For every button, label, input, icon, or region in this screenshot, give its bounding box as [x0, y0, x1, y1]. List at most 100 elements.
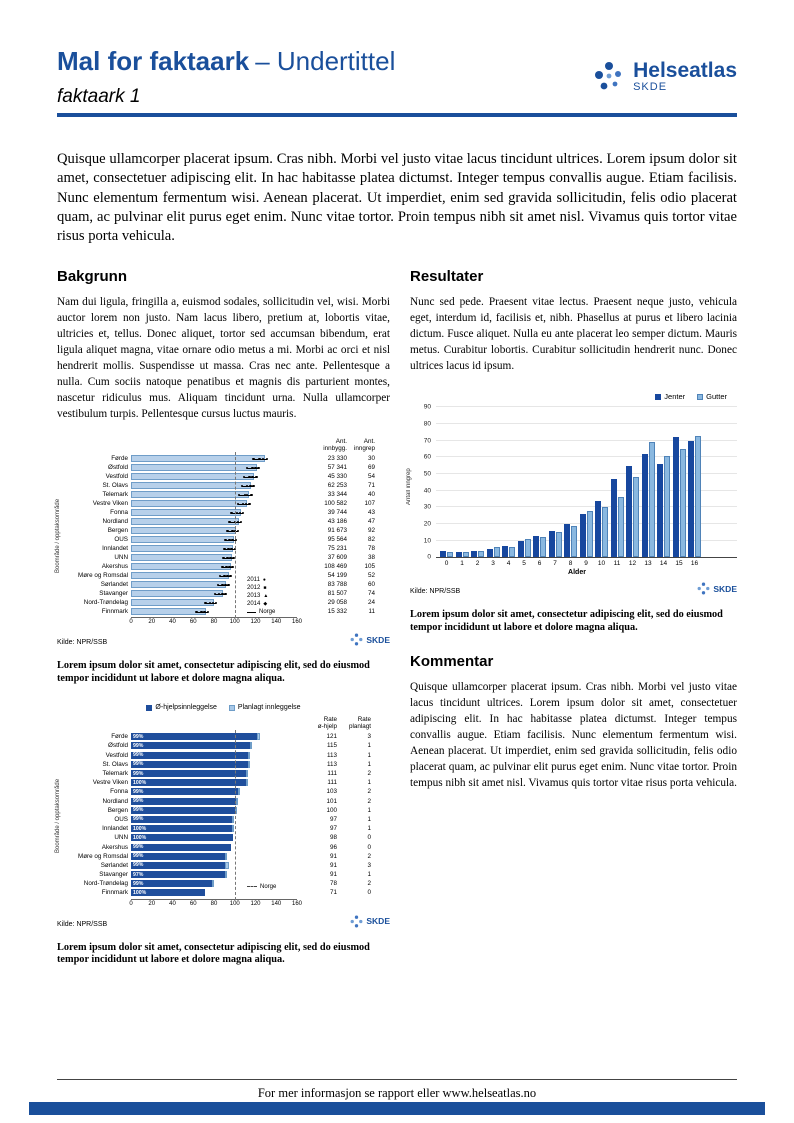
count-value: 71 [367, 482, 375, 490]
axis-tick-label: 160 [291, 619, 303, 626]
bar-area: 99% [131, 806, 297, 814]
category-label: Vestfold [105, 751, 128, 759]
rate-bar [131, 473, 255, 481]
gridline [436, 489, 737, 491]
jenter-bar [486, 548, 493, 558]
gutter-bar [571, 525, 577, 558]
category-label: Akershus [101, 563, 128, 571]
bar-area: 100% [131, 889, 297, 897]
year-marker [236, 502, 240, 506]
bakgrunn-body: Nam dui ligula, fringilla a, euismod sod… [57, 296, 390, 421]
year-marker [228, 565, 231, 569]
year-marker [221, 583, 224, 587]
chart-row: Østfold 57 341 69 [69, 463, 390, 472]
category-label: Telemark [102, 770, 128, 777]
bar-group [688, 407, 701, 558]
rate-acute-value: 111 [327, 779, 337, 787]
jenter-bar [595, 500, 601, 558]
acute-admission-bar: 100% [131, 779, 247, 787]
bar-area [131, 608, 297, 616]
x-tick-label: 2 [475, 560, 480, 568]
rate-planned-value: 0 [367, 889, 371, 897]
bar-area: 99% [131, 760, 297, 768]
axis-tick-label: 20 [148, 619, 156, 626]
bar-group [657, 407, 670, 558]
logo-name: Helseatlas [633, 59, 737, 83]
year-marker [252, 484, 255, 488]
chart1-x-axis-line [131, 617, 297, 619]
category-label: Møre og Romsdal [77, 852, 128, 860]
count-value: 43 [367, 509, 375, 517]
gridline [436, 456, 737, 458]
bar-area: 99% [131, 788, 297, 796]
acute-admission-bar: 99% [131, 880, 212, 888]
category-label: Vestre Viken [92, 779, 128, 787]
year-marker [224, 583, 227, 587]
bar-area: 99% [131, 742, 297, 750]
year-marker [255, 475, 258, 479]
axis-tick-label: 20 [148, 900, 156, 907]
bar-area [131, 536, 297, 544]
x-tick-label: 0 [444, 560, 449, 568]
year-marker [208, 601, 212, 605]
chart-row: Vestfold 45 330 54 [69, 472, 390, 481]
population-value: 29 058 [327, 599, 347, 607]
chart-row: Telemark 33 344 40 [69, 490, 390, 499]
count-value: 105 [364, 563, 375, 571]
axis-tick-label: 100 [229, 900, 240, 907]
count-value: 78 [367, 545, 375, 553]
bar-area [131, 563, 297, 571]
bar-area [131, 572, 297, 580]
count-value: 11 [368, 608, 375, 616]
gutter-bar [633, 477, 639, 558]
year-marker [203, 610, 206, 614]
y-tick-label: 30 [423, 503, 431, 511]
count-value: 82 [367, 536, 375, 544]
year-marker [236, 529, 240, 533]
legend-item: Gutter [697, 392, 727, 401]
legend-item: Planlagt innleggelse [228, 704, 301, 712]
acute-admission-bar: 100% [131, 834, 233, 842]
year-marker [223, 574, 226, 578]
skde-logo: SKDE [697, 582, 737, 595]
legend-swatch [228, 704, 235, 711]
x-tick-label: 9 [584, 560, 588, 568]
planned-admission-bar [250, 742, 253, 750]
chart-row: Nord-Trøndelag 99% 78 2 [69, 879, 390, 888]
skde-dots-icon [350, 633, 363, 646]
category-label: Nordland [102, 518, 128, 526]
population-value: 100 582 [324, 500, 347, 508]
intro-paragraph: Quisque ullamcorper placerat ipsum. Cras… [57, 151, 737, 244]
gutter-bar [679, 448, 686, 558]
x-tick-label: 14 [659, 560, 668, 568]
bar-group [626, 407, 639, 558]
column-header-inngrep: Ant. inngrep [353, 438, 375, 453]
legend-label: Planlagt innleggelse [237, 704, 301, 712]
chart-row: Telemark 99% 111 2 [69, 769, 390, 778]
bar-group [641, 407, 655, 558]
rate-bar [131, 527, 236, 535]
year-marker [243, 493, 247, 497]
rate-bar [131, 563, 231, 571]
year-marker [223, 547, 226, 551]
chart1-column-headers: Ant. innbygg. Ant. inngrep [297, 438, 390, 452]
resultater-body: Nunc sed pede. Praesent vitae lectus. Pr… [410, 296, 737, 373]
count-value: 38 [367, 554, 375, 562]
gridline [436, 422, 737, 424]
gutter-bar [586, 510, 593, 558]
gutter-bar [664, 455, 670, 558]
column-header-innbygg: Ant. innbygg. [323, 438, 347, 453]
acute-admission-bar: 99% [131, 770, 247, 777]
year-marker [224, 592, 227, 596]
skde-logo: SKDE [350, 915, 390, 928]
year-marker [234, 538, 238, 542]
rate-acute-value: 71 [329, 889, 337, 897]
planned-admission-bar [211, 880, 214, 888]
year-marker [265, 457, 269, 461]
year-marker [261, 457, 264, 461]
rate-bar [131, 572, 229, 580]
rate-bar [131, 554, 232, 562]
planned-admission-bar [235, 797, 238, 805]
page-title-main: Mal for faktaark [57, 46, 250, 76]
